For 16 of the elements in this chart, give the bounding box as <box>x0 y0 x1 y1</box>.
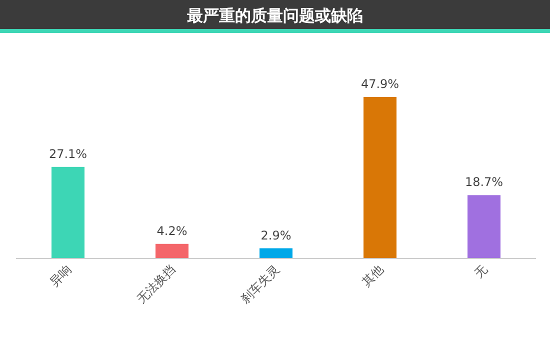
chart-title: 最严重的质量问题或缺陷 <box>186 6 363 25</box>
x-tick-label: 刹车失灵 <box>238 262 282 306</box>
x-tick-label: 其他 <box>359 262 386 290</box>
bar <box>468 195 500 258</box>
bar <box>364 97 396 258</box>
data-label: 2.9% <box>260 228 292 242</box>
data-label: 27.1% <box>48 146 88 161</box>
data-label: 18.7% <box>464 175 504 190</box>
bar <box>52 166 84 258</box>
bar <box>260 248 292 258</box>
bar <box>156 244 188 258</box>
data-label: 47.9% <box>360 77 400 91</box>
x-tick-label: 无 <box>472 262 490 281</box>
x-tick-label: 异响 <box>47 262 74 290</box>
x-tick-label: 无法换挡 <box>134 262 178 306</box>
data-label: 4.2% <box>156 224 188 238</box>
